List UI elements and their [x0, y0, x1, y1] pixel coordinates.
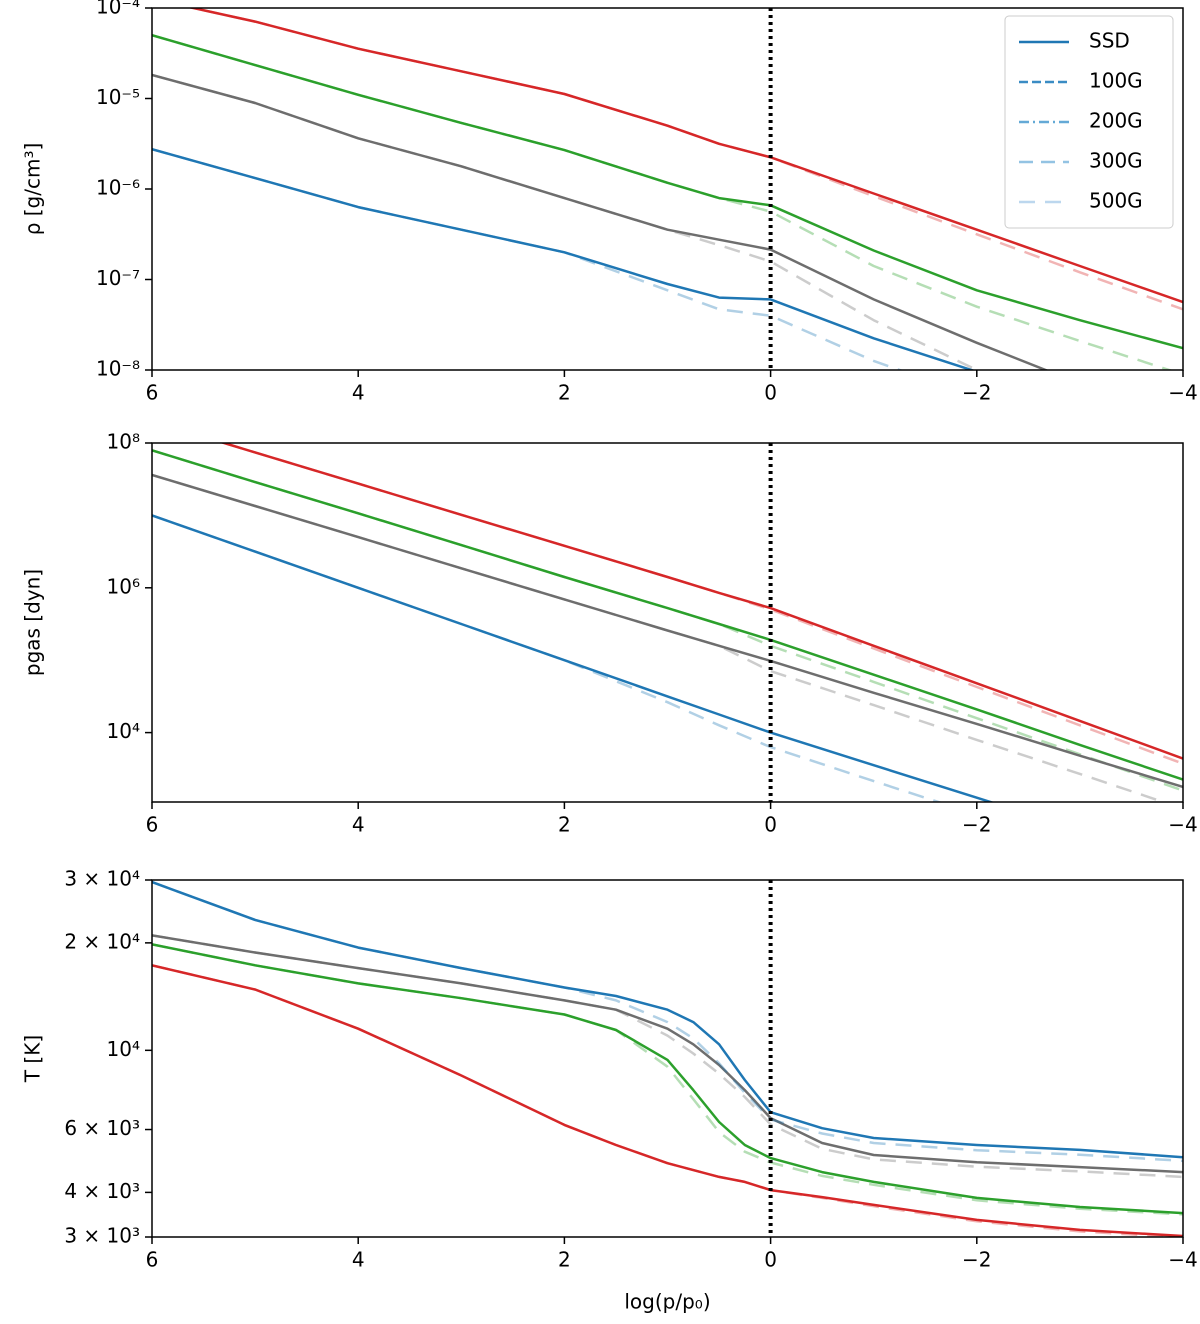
legend-label: 300G [1089, 149, 1143, 173]
data-line [152, 33, 1183, 350]
x-tick-label: −4 [1168, 813, 1197, 837]
plot-frame [151, 7, 1184, 371]
panel: 10⁴ 10⁶ 10⁸ 6 4 2 0 −2 −4 pgas [dyn] [21, 430, 1198, 837]
x-tick-label: −2 [962, 381, 991, 405]
y-tick-label: 4 × 10³ [64, 1179, 140, 1203]
data-line [152, 934, 1183, 1179]
data-line [187, 8, 1183, 311]
y-tick-label: 10⁻⁶ [96, 176, 140, 200]
legend-label: 200G [1089, 109, 1143, 133]
data-line [152, 943, 1183, 1215]
y-tick-label: 10⁶ [107, 574, 140, 598]
data-line [152, 473, 1183, 789]
plot-frame [151, 442, 1184, 803]
x-tick-label: 0 [764, 813, 777, 837]
x-tick-label: 6 [146, 813, 159, 837]
x-tick-label: 4 [352, 381, 365, 405]
x-tick-label: 0 [764, 381, 777, 405]
x-tick-label: 4 [352, 1248, 365, 1272]
y-axis-label: ρ [g/cm³] [21, 143, 45, 236]
data-line [152, 964, 1183, 1237]
y-tick-label: 10⁴ [107, 1037, 140, 1061]
lines [152, 880, 1183, 1237]
y-tick-label: 6 × 10³ [64, 1116, 140, 1140]
y-tick-label: 10⁻⁸ [96, 357, 140, 381]
y-tick-label: 10⁻⁵ [96, 85, 140, 109]
x-tick-label: 4 [352, 813, 365, 837]
data-line [219, 443, 1183, 765]
x-tick-label: −4 [1168, 381, 1197, 405]
legend: SSD 100G 200G 300G 500G [1004, 15, 1174, 229]
data-line [152, 514, 995, 802]
data-line [219, 443, 1183, 760]
x-tick-label: 2 [558, 381, 571, 405]
data-line [152, 73, 1049, 370]
legend-label: SSD [1089, 29, 1130, 53]
data-line [152, 514, 943, 802]
x-tick-label: 2 [558, 813, 571, 837]
y-tick-label: 10⁴ [107, 719, 140, 743]
y-axis-label: T [K] [21, 1035, 45, 1083]
lines [152, 8, 1183, 370]
x-tick-label: 6 [146, 381, 159, 405]
x-tick-label: −2 [962, 1248, 991, 1272]
data-line [152, 880, 1183, 1159]
data-line [152, 33, 1174, 370]
x-tick-label: 2 [558, 1248, 571, 1272]
lines [152, 443, 1183, 802]
panel: 10⁻⁸ 10⁻⁷ 10⁻⁶ 10⁻⁵ 10⁻⁴ 6 4 2 0 −2 −4 ρ [g/cm³] SSD… [21, 0, 1198, 405]
x-axis-label: log(p/p₀) [624, 1290, 710, 1314]
legend-label: 500G [1089, 189, 1143, 213]
data-line [152, 147, 976, 370]
data-line [152, 964, 1183, 1237]
panel: 3 × 10³ 4 × 10³ 6 × 10³ 10⁴ 2 × 10⁴ 3 × 10⁴ 6 4… [21, 867, 1198, 1314]
data-line [152, 73, 980, 370]
plot-frame [151, 879, 1184, 1238]
y-tick-label: 3 × 10⁴ [64, 867, 140, 891]
legend-label: 100G [1089, 69, 1143, 93]
data-line [152, 880, 1183, 1163]
y-tick-label: 3 × 10³ [64, 1224, 140, 1248]
data-line [152, 934, 1183, 1174]
data-line [152, 943, 1183, 1216]
x-tick-label: 0 [764, 1248, 777, 1272]
y-tick-label: 10⁻⁷ [96, 266, 140, 290]
data-line [152, 147, 904, 370]
data-line [187, 8, 1183, 304]
legend-box [1004, 15, 1174, 229]
y-axis-label: pgas [dyn] [21, 569, 45, 676]
y-tick-label: 10⁻⁴ [96, 0, 140, 19]
data-line [152, 473, 1168, 802]
x-tick-label: 6 [146, 1248, 159, 1272]
y-tick-label: 10⁸ [107, 430, 140, 454]
x-tick-label: −4 [1168, 1248, 1197, 1272]
x-tick-label: −2 [962, 813, 991, 837]
y-tick-label: 2 × 10⁴ [64, 929, 140, 953]
data-line [152, 449, 1183, 781]
data-line [152, 449, 1183, 792]
